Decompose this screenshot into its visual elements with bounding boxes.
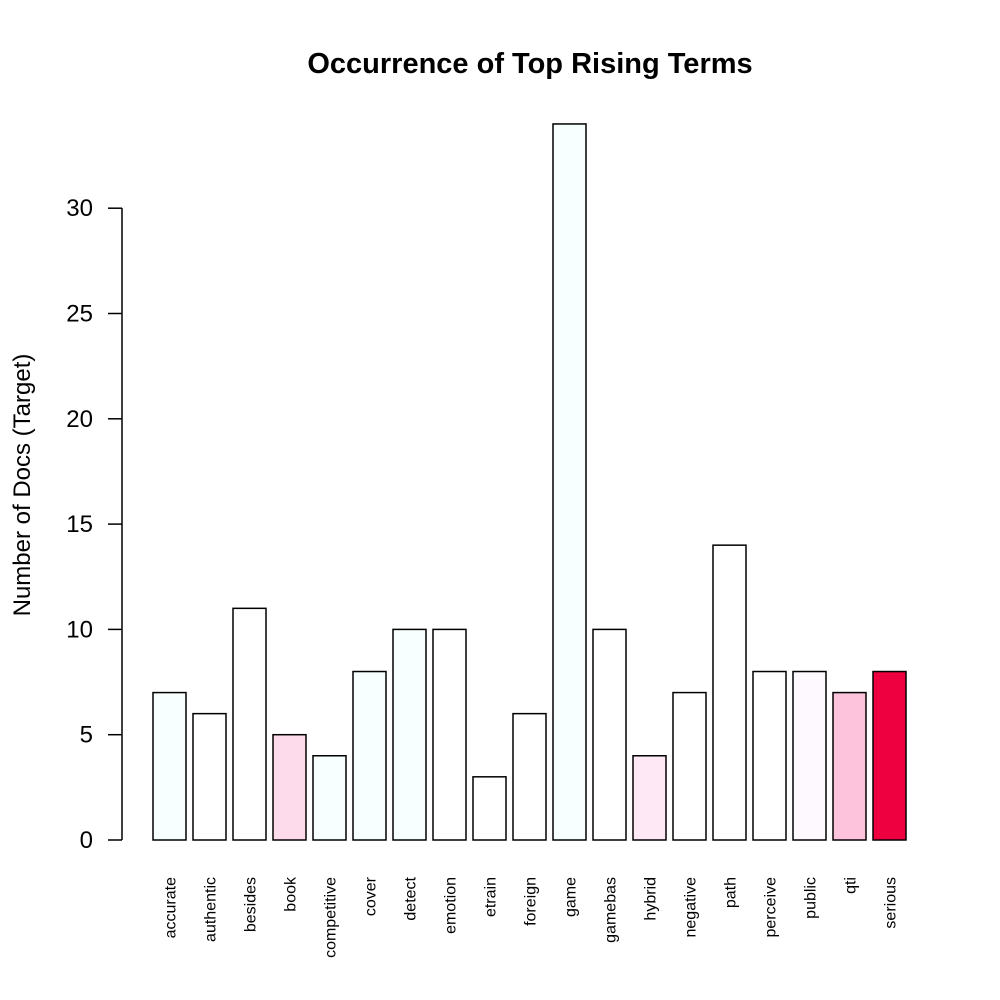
x-tick-label: serious xyxy=(883,877,900,929)
x-tick-label: competitive xyxy=(323,877,340,958)
bar-negative xyxy=(673,693,706,840)
y-tick-label: 5 xyxy=(80,722,93,749)
y-axis-ticks: 0 5 10 15 20 25 30 xyxy=(66,195,122,854)
bar-gamebas xyxy=(593,629,626,840)
y-tick-label: 0 xyxy=(80,827,93,854)
x-tick-label: gamebas xyxy=(603,877,620,943)
x-tick-label: etrain xyxy=(483,877,500,917)
bar-accurate xyxy=(153,693,186,840)
x-tick-label: perceive xyxy=(763,877,780,938)
bar-perceive xyxy=(753,672,786,840)
bar-serious xyxy=(873,672,906,840)
bars-group xyxy=(153,124,906,840)
bar-foreign xyxy=(513,714,546,840)
y-axis-label: Number of Docs (Target) xyxy=(9,354,36,617)
y-tick-label: 10 xyxy=(66,616,93,643)
x-tick-label: negative xyxy=(683,877,700,938)
x-tick-label: path xyxy=(723,877,740,908)
y-tick-label: 20 xyxy=(66,406,93,433)
bar-emotion xyxy=(433,629,466,840)
x-tick-label: detect xyxy=(403,876,420,920)
x-tick-label: foreign xyxy=(523,877,540,926)
bar-public xyxy=(793,672,826,840)
x-tick-label: public xyxy=(803,877,820,919)
x-tick-label: besides xyxy=(243,877,260,932)
x-tick-label: game xyxy=(563,877,580,917)
x-tick-label: authentic xyxy=(203,877,220,942)
bar-cover xyxy=(353,672,386,840)
x-tick-label: accurate xyxy=(163,877,180,938)
bar-book xyxy=(273,735,306,840)
bar-competitive xyxy=(313,756,346,840)
y-tick-label: 15 xyxy=(66,511,93,538)
x-tick-label: cover xyxy=(363,876,380,916)
bar-game xyxy=(553,124,586,840)
bar-besides xyxy=(233,608,266,840)
x-tick-label: qti xyxy=(843,877,860,894)
bar-qti xyxy=(833,693,866,840)
y-tick-label: 25 xyxy=(66,301,93,328)
x-tick-label: hybrid xyxy=(643,877,660,921)
bar-path xyxy=(713,545,746,840)
x-tick-label: emotion xyxy=(443,877,460,934)
bar-detect xyxy=(393,629,426,840)
x-tick-label: book xyxy=(283,876,300,912)
bar-etrain xyxy=(473,777,506,840)
x-axis-labels: accurate authentic besides book competitive c… xyxy=(163,876,900,958)
chart-title: Occurrence of Top Rising Terms xyxy=(307,48,752,80)
bar-hybrid xyxy=(633,756,666,840)
y-tick-label: 30 xyxy=(66,195,93,222)
bar-authentic xyxy=(193,714,226,840)
